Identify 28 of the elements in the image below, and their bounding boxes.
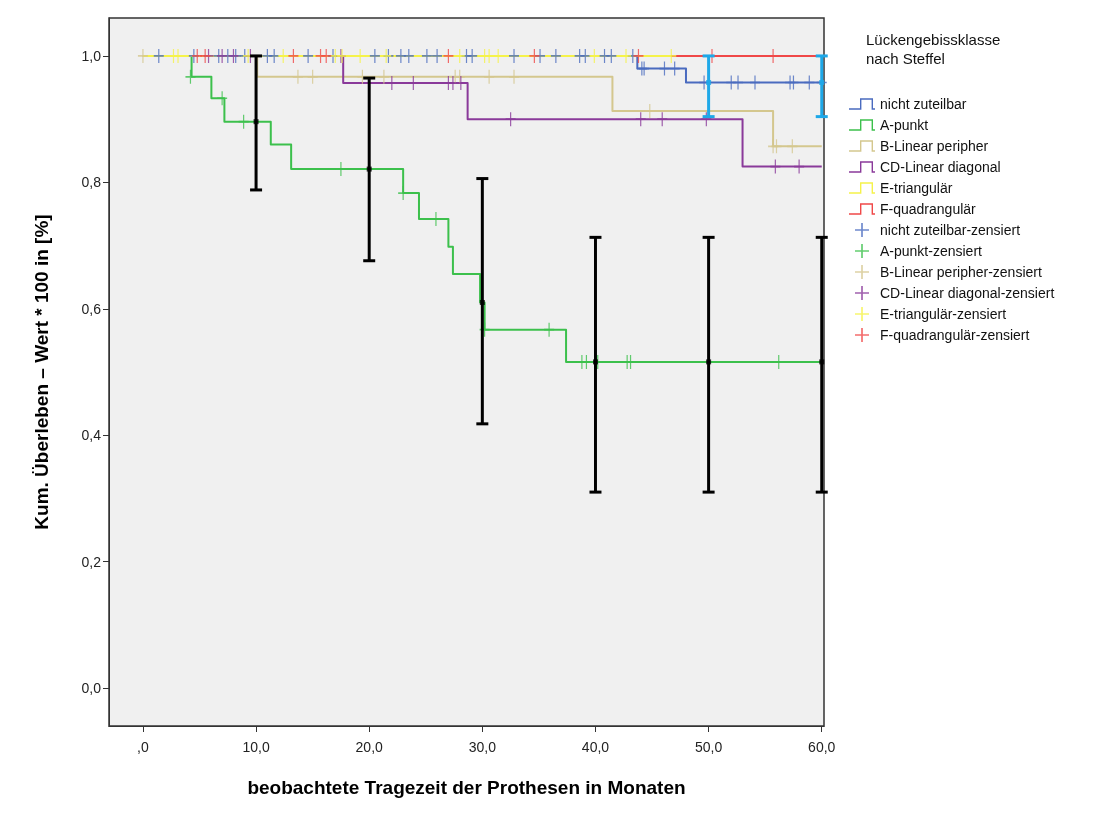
legend-label: B-Linear peripher — [880, 138, 989, 154]
x-axis-title: beobachtete Tragezeit der Prothesen in Monaten — [247, 777, 686, 798]
legend-label: CD-Linear diagonal-zensiert — [880, 285, 1055, 301]
x-tick-label: 40,0 — [581, 739, 610, 755]
y-tick-label: 0,6 — [81, 300, 102, 317]
legend-label: F-quadrangulär — [880, 201, 977, 217]
legend-label: E-triangulär — [880, 180, 953, 196]
legend-label: nicht zuteilbar-zensiert — [880, 222, 1021, 238]
x-tick-label: 10,0 — [242, 739, 270, 755]
y-axis-title: Kum. Überleben – Wert * 100 in [%] — [31, 214, 52, 530]
legend-label: F-quadrangulär-zensiert — [880, 327, 1030, 343]
legend-label: CD-Linear diagonal — [880, 159, 1001, 175]
x-tick-label: 60,0 — [808, 739, 836, 755]
x-tick-label: 20,0 — [355, 739, 384, 755]
legend-label: B-Linear peripher-zensiert — [880, 264, 1042, 280]
legend-label: E-triangulär-zensiert — [880, 306, 1007, 322]
legend-label: A-punkt — [880, 117, 929, 133]
x-tick-label: ,0 — [137, 739, 149, 755]
x-tick-label: 30,0 — [468, 739, 497, 755]
y-tick-label: 0,4 — [81, 427, 102, 444]
y-tick-label: 1,0 — [81, 47, 102, 64]
legend-label: A-punkt-zensiert — [880, 243, 983, 259]
legend-label: nicht zuteilbar — [880, 96, 967, 112]
y-tick-label: 0,0 — [81, 680, 102, 697]
y-tick-label: 0,8 — [81, 174, 102, 191]
legend-title: Lückengebissklasse nach Steffel — [866, 31, 1005, 67]
y-tick-label: 0,2 — [81, 553, 102, 570]
x-tick-label: 50,0 — [694, 739, 723, 755]
